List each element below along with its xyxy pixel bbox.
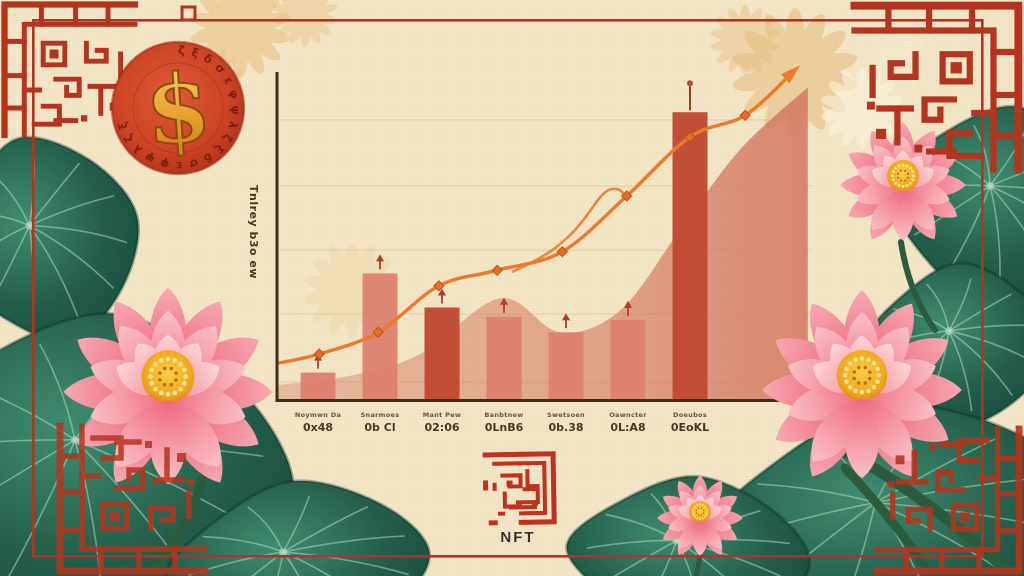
fretwork-corner-top-right-icon bbox=[855, 6, 1019, 170]
x-axis-label: Doeubos bbox=[673, 411, 707, 419]
lotus-flower-right bbox=[762, 290, 962, 479]
lotus-center bbox=[689, 500, 711, 523]
marker-icon bbox=[556, 245, 568, 258]
seal-caption: NFT bbox=[500, 529, 536, 546]
x-axis-label: Banbtnew bbox=[484, 411, 523, 419]
bar bbox=[610, 319, 646, 401]
dollar-coin-icon: ζ ξ δ σ ε φ ψ λ ζ ξ δ σ ε φ ψ λ ζ ξ $ bbox=[110, 40, 246, 176]
lotus-stem bbox=[145, 465, 210, 576]
bar bbox=[424, 307, 460, 401]
marker-icon bbox=[433, 280, 445, 292]
marker-icon bbox=[372, 326, 384, 339]
line-markers bbox=[313, 109, 751, 360]
lotus-leaf bbox=[0, 135, 140, 343]
x-axis-value: 0b.38 bbox=[548, 421, 583, 434]
lotus-center bbox=[141, 350, 195, 403]
line-series bbox=[275, 70, 795, 365]
lotus-center bbox=[887, 159, 919, 192]
x-axis-value: 0EoKL bbox=[671, 421, 709, 434]
dollar-symbol: $ bbox=[142, 53, 215, 167]
marker-icon bbox=[739, 109, 751, 122]
lotus-flower-bottom bbox=[657, 475, 743, 556]
lotus-flower-left bbox=[63, 287, 273, 485]
bar bbox=[672, 112, 708, 401]
bar bbox=[548, 332, 584, 401]
seal-icon bbox=[482, 451, 557, 526]
x-axis-labels: Noymwn Da 0x48 Snarmoes 0b Cl Mant Pew 02:06 B… bbox=[295, 411, 709, 434]
line-strand bbox=[511, 187, 627, 274]
trend-arrowhead-icon bbox=[781, 65, 801, 84]
bar bbox=[486, 316, 522, 401]
x-axis-label: Noymwn Da bbox=[295, 411, 341, 419]
frame-border bbox=[32, 5, 984, 558]
x-axis-label: Snarmoes bbox=[361, 411, 400, 419]
bar bbox=[300, 372, 336, 401]
chart-axes bbox=[275, 72, 818, 402]
lotus-flower-top-right bbox=[840, 122, 966, 241]
x-axis-value: 02:06 bbox=[424, 421, 459, 434]
x-axis-value: 0x48 bbox=[303, 421, 333, 434]
x-axis-value: 0L:A8 bbox=[610, 421, 645, 434]
x-axis-label: Swetsoen bbox=[547, 411, 585, 419]
marker-icon bbox=[313, 348, 325, 360]
x-axis-value: 0b Cl bbox=[364, 421, 395, 434]
lotus-stem bbox=[840, 463, 935, 576]
x-axis-label: Mant Pew bbox=[423, 411, 461, 419]
bar-series bbox=[300, 80, 708, 401]
marker-icon bbox=[684, 131, 696, 143]
x-axis-label: Oawncter bbox=[609, 411, 647, 419]
lotus-stem bbox=[898, 239, 938, 333]
fretwork-corner-bottom-right-icon bbox=[877, 429, 1019, 571]
lotus-center bbox=[836, 350, 888, 401]
background-flower-icon bbox=[710, 4, 780, 76]
x-axis-value: 0LnB6 bbox=[485, 421, 524, 434]
fretwork-corner-bottom-left-icon bbox=[60, 426, 205, 571]
background-flower-icon bbox=[272, 0, 338, 47]
marker-icon bbox=[621, 190, 633, 202]
marker-icon bbox=[491, 264, 503, 277]
